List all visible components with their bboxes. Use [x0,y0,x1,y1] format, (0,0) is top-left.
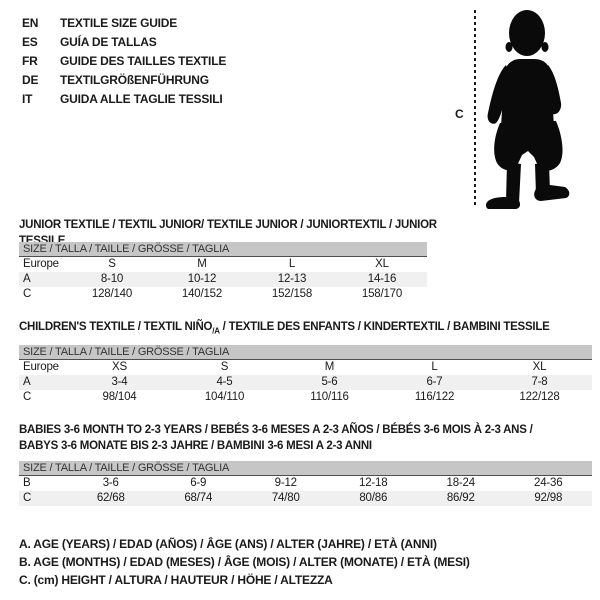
table-cell: 7-8 [531,376,548,388]
table-cell: XL [375,258,389,270]
table-cell: 158/170 [361,288,403,300]
table-row: C 128/140 140/152 152/158 158/170 [19,287,427,302]
table-cell: 80/86 [359,492,388,504]
table-cell: 4-5 [216,376,233,388]
legend-note-c: C. (cm) HEIGHT / ALTURA / HAUTEUR / HÖHE… [19,573,333,587]
language-row: DE TEXTILGRÖßENFÜHRUNG [22,71,226,90]
title-part: BABYS 3-6 MONATE BIS 2-3 JAHRE / BAMBINI… [19,440,372,452]
row-label: A [23,273,31,285]
table-cell: 140/152 [181,288,223,300]
language-row: EN TEXTILE SIZE GUIDE [22,14,226,33]
language-code: EN [22,16,39,30]
row-label: B [23,477,31,489]
table-row: Europe S M L XL [19,257,427,272]
language-code: IT [22,92,33,106]
size-header-bar: SIZE / TALLA / TAILLE / GRÖSSE / TAGLIA [19,461,592,476]
title-part: /A [212,326,220,336]
legend-note-b: B. AGE (MONTHS) / EDAD (MESES) / ÂGE (MO… [19,555,470,569]
table-cell: 68/74 [184,492,213,504]
babies-section-title: BABIES 3-6 MONTH TO 2-3 YEARS / BEBÉS 3-… [19,422,594,454]
table-cell: L [431,361,438,373]
table-cell: 122/128 [519,391,560,403]
children-size-table: SIZE / TALLA / TAILLE / GRÖSSE / TAGLIA … [19,345,592,405]
row-label: Europe [23,258,59,270]
row-label: C [23,492,32,504]
table-row: B 3-6 6-9 9-12 12-18 18-24 24-36 [19,476,592,491]
toddler-silhouette-icon [485,10,570,209]
table-cell: 116/122 [414,391,455,403]
table-cell: 98/104 [102,391,137,403]
table-cell: 14-16 [367,273,397,285]
row-label: Europe [23,361,59,373]
table-cell: 8-10 [100,273,124,285]
row-label: C [23,288,32,300]
table-cell: 152/158 [271,288,313,300]
title-part: / TEXTILE DES ENFANTS / KINDERTEXTIL / B… [219,321,550,333]
table-cell: L [288,258,296,270]
table-cell: 128/140 [91,288,133,300]
guide-title: TEXTILGRÖßENFÜHRUNG [60,73,209,87]
height-measure-label: C [455,107,464,121]
table-cell: M [324,361,335,373]
table-cell: 18-24 [446,477,476,489]
table-cell: S [220,361,229,373]
row-label: C [23,391,32,403]
guide-title: GUÍA DE TALLAS [60,35,157,49]
guide-title: GUIDA ALLE TAGLIE TESSILI [60,92,223,106]
table-cell: 10-12 [187,273,217,285]
table-row: A 3-4 4-5 5-6 6-7 7-8 [19,375,592,390]
language-row: FR GUIDE DES TAILLES TEXTILE [22,52,226,71]
children-section-title: CHILDREN'S TEXTILE / TEXTIL NIÑO/A / TEX… [19,319,594,339]
legend-note-a: A. AGE (YEARS) / EDAD (AÑOS) / ÂGE (ANS)… [19,537,437,551]
row-label: A [23,376,31,388]
table-cell: 5-6 [321,376,338,388]
guide-title: TEXTILE SIZE GUIDE [60,16,178,30]
language-code: ES [22,35,38,49]
table-cell: 12-13 [277,273,307,285]
language-row: IT GUIDA ALLE TAGLIE TESSILI [22,90,226,109]
table-row: C 62/68 68/74 74/80 80/86 86/92 92/98 [19,491,592,506]
height-measure-dashed-line [474,10,476,206]
table-cell: 12-18 [359,477,388,489]
language-title-list: EN TEXTILE SIZE GUIDE ES GUÍA DE TALLAS … [22,14,226,109]
table-cell: XS [112,361,127,373]
table-cell: 6-7 [426,376,443,388]
table-cell: 9-12 [274,477,297,489]
table-cell: 3-4 [111,376,128,388]
title-part: CHILDREN'S TEXTILE / TEXTIL NIÑO [19,321,213,333]
table-cell: XL [532,361,547,373]
table-cell: 104/110 [204,391,245,403]
size-header-bar: SIZE / TALLA / TAILLE / GRÖSSE / TAGLIA [19,242,427,257]
babies-size-table: SIZE / TALLA / TAILLE / GRÖSSE / TAGLIA … [19,461,592,506]
table-cell: 110/116 [310,391,349,403]
table-cell: M [197,258,207,270]
table-cell: 3-6 [102,477,119,489]
table-cell: 24-36 [534,477,563,489]
table-row: Europe XS S M L XL [19,360,592,375]
table-cell: 62/68 [96,492,125,504]
language-code: DE [22,73,39,87]
table-row: C 98/104 104/110 110/116 116/122 122/128 [19,390,592,405]
title-part: BABIES 3-6 MONTH TO 2-3 YEARS / BEBÉS 3-… [19,424,533,436]
language-code: FR [22,54,38,68]
junior-size-table: SIZE / TALLA / TAILLE / GRÖSSE / TAGLIA … [19,242,427,302]
guide-title: GUIDE DES TAILLES TEXTILE [60,54,227,68]
table-cell: 74/80 [271,492,300,504]
table-cell: 6-9 [190,477,207,489]
table-cell: 86/92 [446,492,475,504]
size-header-bar: SIZE / TALLA / TAILLE / GRÖSSE / TAGLIA [19,345,592,360]
legend-notes: A. AGE (YEARS) / EDAD (AÑOS) / ÂGE (ANS)… [19,535,470,589]
table-cell: S [108,258,116,270]
table-cell: 92/98 [534,492,563,504]
table-row: A 8-10 10-12 12-13 14-16 [19,272,427,287]
language-row: ES GUÍA DE TALLAS [22,33,226,52]
